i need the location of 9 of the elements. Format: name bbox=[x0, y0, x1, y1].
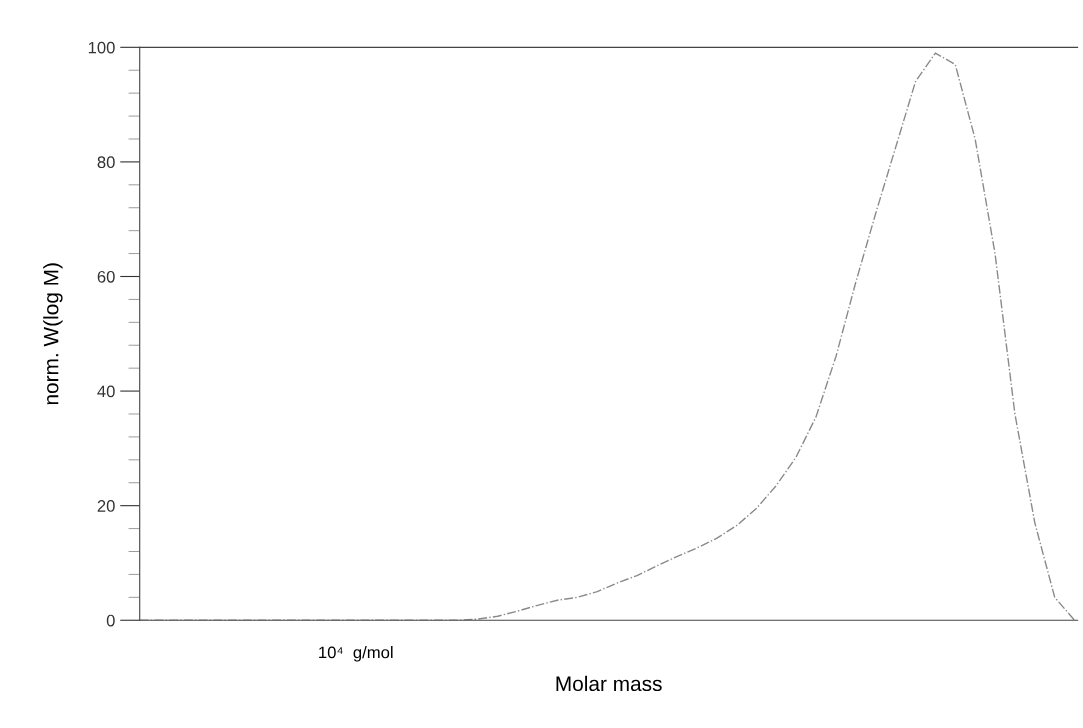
y-tick-label: 0 bbox=[106, 614, 115, 627]
text: 10⁴ g/mol bbox=[319, 646, 393, 662]
y-axis-title: norm. W(log M) bbox=[43, 263, 63, 405]
y-tick-label: 80 bbox=[97, 156, 115, 169]
y-tick-label: 100 bbox=[88, 41, 115, 54]
x-axis-title: Molar mass bbox=[556, 675, 662, 692]
y-tick-label: 60 bbox=[97, 270, 115, 283]
y-tick-label: 40 bbox=[97, 385, 115, 398]
y-tick-label: 20 bbox=[97, 500, 115, 512]
